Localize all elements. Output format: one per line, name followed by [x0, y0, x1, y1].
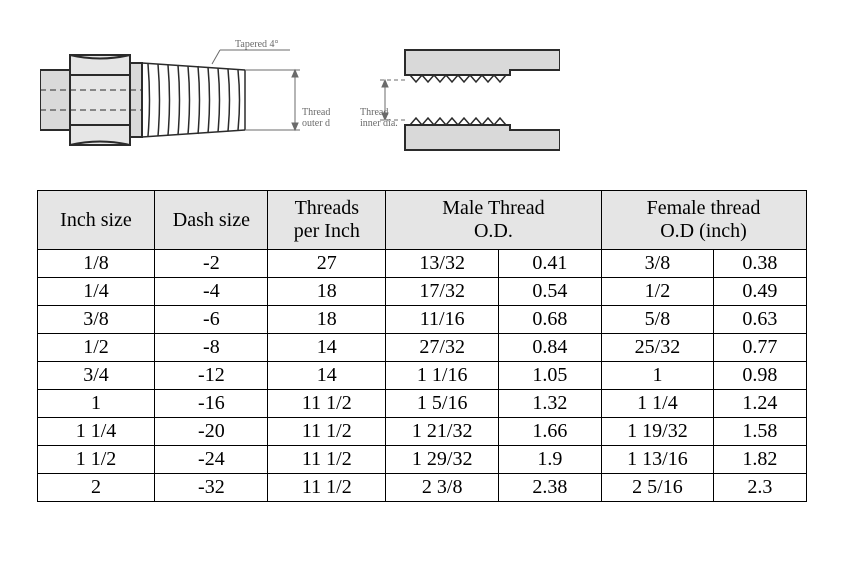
thread-size-table: Inch size Dash size Threadsper Inch Male…	[37, 190, 807, 502]
table-cell: 11 1/2	[268, 390, 386, 418]
table-cell: 18	[268, 306, 386, 334]
table-cell: 11 1/2	[268, 474, 386, 502]
table-header-row: Inch size Dash size Threadsper Inch Male…	[37, 191, 806, 250]
table-cell: 3/4	[37, 362, 155, 390]
table-cell: 13/32	[386, 250, 499, 278]
table-cell: 25/32	[601, 334, 714, 362]
table-cell: 1	[37, 390, 155, 418]
table-cell: 27	[268, 250, 386, 278]
tapered-label: Tapered 4°	[235, 39, 279, 50]
col-dash-size: Dash size	[155, 191, 268, 250]
table-cell: 3/8	[37, 306, 155, 334]
male-fitting-diagram: Tapered 4° Thread outer dia.	[40, 20, 330, 170]
table-cell: 0.98	[714, 362, 806, 390]
table-cell: -24	[155, 446, 268, 474]
table-cell: 1 19/32	[601, 418, 714, 446]
table-cell: 2	[37, 474, 155, 502]
table-row: 1-1611 1/21 5/161.321 1/41.24	[37, 390, 806, 418]
table-cell: 1/2	[37, 334, 155, 362]
table-cell: 0.41	[499, 250, 601, 278]
table-row: 1/2-81427/320.8425/320.77	[37, 334, 806, 362]
table-cell: 1.24	[714, 390, 806, 418]
table-cell: 1.82	[714, 446, 806, 474]
table-cell: 1/8	[37, 250, 155, 278]
table-cell: 5/8	[601, 306, 714, 334]
table-cell: 1 1/16	[386, 362, 499, 390]
table-row: 1 1/4-2011 1/21 21/321.661 19/321.58	[37, 418, 806, 446]
thread-inner-label-1: Thread	[360, 107, 388, 118]
table-row: 3/8-61811/160.685/80.63	[37, 306, 806, 334]
table-cell: -8	[155, 334, 268, 362]
table-cell: 14	[268, 362, 386, 390]
table-cell: 1.9	[499, 446, 601, 474]
table-cell: 1	[601, 362, 714, 390]
table-cell: 2 5/16	[601, 474, 714, 502]
table-cell: 27/32	[386, 334, 499, 362]
table-cell: 1.32	[499, 390, 601, 418]
table-cell: 0.49	[714, 278, 806, 306]
table-cell: 14	[268, 334, 386, 362]
table-cell: 11/16	[386, 306, 499, 334]
table-row: 2-3211 1/22 3/82.382 5/162.3	[37, 474, 806, 502]
table-cell: 0.68	[499, 306, 601, 334]
col-inch-size: Inch size	[37, 191, 155, 250]
table-cell: 3/8	[601, 250, 714, 278]
table-cell: -20	[155, 418, 268, 446]
col-female-thread-od: Female threadO.D (inch)	[601, 191, 806, 250]
table-cell: -32	[155, 474, 268, 502]
table-cell: -16	[155, 390, 268, 418]
table-cell: 1.66	[499, 418, 601, 446]
table-cell: -12	[155, 362, 268, 390]
table-row: 1/4-41817/320.541/20.49	[37, 278, 806, 306]
table-cell: 1/4	[37, 278, 155, 306]
table-cell: 1 29/32	[386, 446, 499, 474]
table-cell: 1 1/4	[37, 418, 155, 446]
table-cell: -2	[155, 250, 268, 278]
table-row: 1/8-22713/320.413/80.38	[37, 250, 806, 278]
table-cell: 1 21/32	[386, 418, 499, 446]
table-cell: 1 1/4	[601, 390, 714, 418]
table-cell: 0.77	[714, 334, 806, 362]
thread-inner-label-2: inner dia.	[360, 118, 398, 129]
svg-text:Thread inner dia.: Thread inner dia.	[360, 107, 398, 129]
thread-outer-label-1: Thread	[302, 107, 330, 118]
thread-outer-label-2: outer dia.	[302, 118, 330, 129]
table-cell: 11 1/2	[268, 446, 386, 474]
table-cell: -6	[155, 306, 268, 334]
table-cell: 11 1/2	[268, 418, 386, 446]
col-male-thread-od: Male ThreadO.D.	[386, 191, 601, 250]
table-cell: -4	[155, 278, 268, 306]
svg-text:Thread outer dia.: Thread outer dia.	[302, 107, 330, 129]
table-row: 1 1/2-2411 1/21 29/321.91 13/161.82	[37, 446, 806, 474]
table-cell: 0.38	[714, 250, 806, 278]
table-cell: 2.3	[714, 474, 806, 502]
table-cell: 1 5/16	[386, 390, 499, 418]
table-cell: 1.58	[714, 418, 806, 446]
table-cell: 1 1/2	[37, 446, 155, 474]
table-cell: 2.38	[499, 474, 601, 502]
table-cell: 18	[268, 278, 386, 306]
table-row: 3/4-12141 1/161.0510.98	[37, 362, 806, 390]
table-cell: 17/32	[386, 278, 499, 306]
table-cell: 1 13/16	[601, 446, 714, 474]
female-fitting-diagram: Thread inner dia.	[360, 20, 560, 170]
table-cell: 1.05	[499, 362, 601, 390]
col-threads-per-inch: Threadsper Inch	[268, 191, 386, 250]
table-cell: 0.63	[714, 306, 806, 334]
table-cell: 1/2	[601, 278, 714, 306]
table-cell: 0.84	[499, 334, 601, 362]
table-cell: 2 3/8	[386, 474, 499, 502]
table-cell: 0.54	[499, 278, 601, 306]
